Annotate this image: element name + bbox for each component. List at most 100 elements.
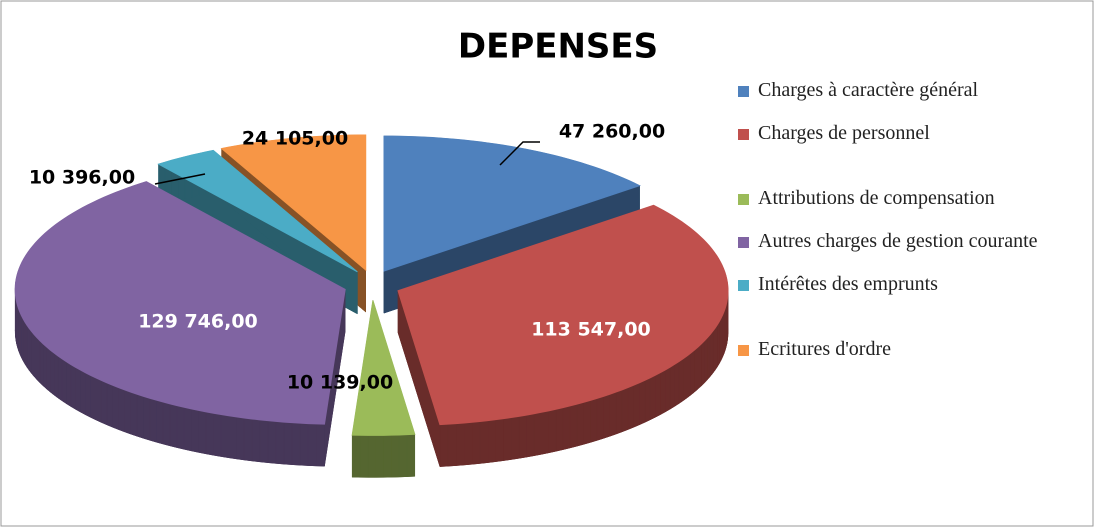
slice-side bbox=[66, 361, 72, 407]
slice-side bbox=[555, 407, 564, 452]
slice-side bbox=[576, 401, 584, 447]
slice-side bbox=[251, 418, 261, 463]
slice-side bbox=[669, 363, 675, 410]
legend-label: Autres charges de gestion courante bbox=[758, 230, 1038, 252]
slice-side bbox=[694, 346, 699, 393]
data-label: 10 396,00 bbox=[29, 167, 135, 189]
slice bbox=[157, 149, 358, 273]
slice-side bbox=[236, 416, 245, 461]
slice-side bbox=[709, 330, 714, 378]
legend-entry: Autres charges de gestion courante bbox=[738, 229, 1068, 254]
slice-side bbox=[95, 377, 102, 423]
slice-side bbox=[541, 410, 549, 455]
slice-side bbox=[398, 434, 408, 478]
legend-entry: Ecritures d'ordre bbox=[738, 337, 1068, 362]
slice-side bbox=[75, 366, 81, 413]
data-label: 113 547,00 bbox=[531, 319, 651, 341]
slice-side bbox=[39, 340, 44, 387]
slice-side bbox=[717, 320, 720, 368]
slice-side bbox=[596, 396, 604, 441]
slice bbox=[383, 135, 641, 272]
slice-side bbox=[562, 405, 571, 450]
slice-side bbox=[80, 369, 86, 416]
slice-side bbox=[503, 417, 512, 461]
slice-side bbox=[162, 401, 171, 447]
data-label: 10 139,00 bbox=[287, 372, 393, 394]
slice-side bbox=[100, 379, 108, 426]
legend-entry: Intérêtes des emprunts bbox=[738, 272, 1068, 297]
slice-side bbox=[183, 406, 192, 452]
slice-side bbox=[391, 434, 400, 478]
slice-side bbox=[674, 361, 680, 407]
slice-side bbox=[21, 315, 24, 361]
slice-side bbox=[198, 410, 207, 455]
slice-side bbox=[43, 343, 47, 390]
slice-side bbox=[24, 320, 28, 368]
slice-side bbox=[85, 372, 91, 418]
slice-side bbox=[639, 379, 646, 426]
slice-side bbox=[136, 393, 144, 439]
slice-side bbox=[487, 419, 496, 463]
slice-side bbox=[31, 330, 35, 378]
slice-side bbox=[367, 435, 376, 478]
data-label: 47 260,00 bbox=[559, 121, 665, 143]
slice-side bbox=[707, 333, 711, 381]
slice-side bbox=[655, 372, 661, 418]
chart-title: DEPENSES bbox=[458, 27, 658, 67]
slice-side bbox=[690, 349, 695, 396]
slice-side bbox=[712, 327, 716, 375]
slice-side bbox=[169, 403, 178, 448]
slice-side bbox=[649, 374, 656, 421]
slice-side bbox=[156, 399, 164, 445]
legend: Charges à caractère général Charges de pe… bbox=[738, 78, 1068, 362]
slice-side bbox=[526, 413, 535, 458]
slice-side bbox=[463, 421, 473, 466]
leader-line bbox=[154, 173, 206, 185]
slice-side bbox=[375, 435, 384, 478]
slice-side bbox=[439, 423, 449, 467]
slice-side bbox=[124, 389, 131, 435]
slice-side bbox=[46, 346, 51, 393]
slice-side bbox=[665, 366, 671, 413]
slice-side bbox=[143, 395, 151, 441]
slice-side bbox=[106, 382, 113, 428]
slice-side bbox=[176, 405, 185, 450]
slice-side bbox=[36, 337, 41, 384]
slice-side bbox=[719, 318, 722, 364]
data-label: 129 746,00 bbox=[138, 311, 258, 333]
slice-side bbox=[627, 384, 634, 430]
leader-line bbox=[499, 141, 540, 166]
slice-side bbox=[259, 419, 269, 463]
slice-side bbox=[275, 421, 285, 465]
slice-side bbox=[61, 358, 67, 405]
slice-side bbox=[548, 408, 557, 454]
slice-side bbox=[26, 324, 30, 372]
slice-side bbox=[34, 334, 38, 381]
slice bbox=[397, 204, 729, 426]
legend-label: Intérêtes des emprunts bbox=[758, 273, 938, 295]
data-label: 24 105,00 bbox=[242, 128, 348, 150]
slice-side bbox=[615, 389, 623, 435]
slice-side bbox=[383, 434, 392, 478]
pie bbox=[14, 134, 729, 478]
slice-side bbox=[70, 364, 76, 410]
slice-side bbox=[149, 397, 157, 443]
slice-side bbox=[660, 369, 666, 415]
legend-swatch bbox=[738, 280, 749, 291]
slice-side bbox=[569, 403, 578, 449]
slice-side bbox=[53, 352, 59, 399]
legend-swatch bbox=[738, 86, 749, 97]
slice-side bbox=[621, 387, 629, 433]
slice-side bbox=[447, 423, 457, 467]
slice-side bbox=[299, 422, 309, 466]
slice-side bbox=[704, 336, 708, 384]
slice-side bbox=[90, 374, 97, 421]
slice-side bbox=[359, 435, 369, 478]
slice-side bbox=[28, 327, 32, 375]
legend-entry: Charges à caractère général bbox=[738, 78, 1068, 103]
slice-side bbox=[533, 412, 542, 457]
legend-swatch bbox=[738, 237, 749, 248]
slice-side bbox=[495, 418, 504, 462]
